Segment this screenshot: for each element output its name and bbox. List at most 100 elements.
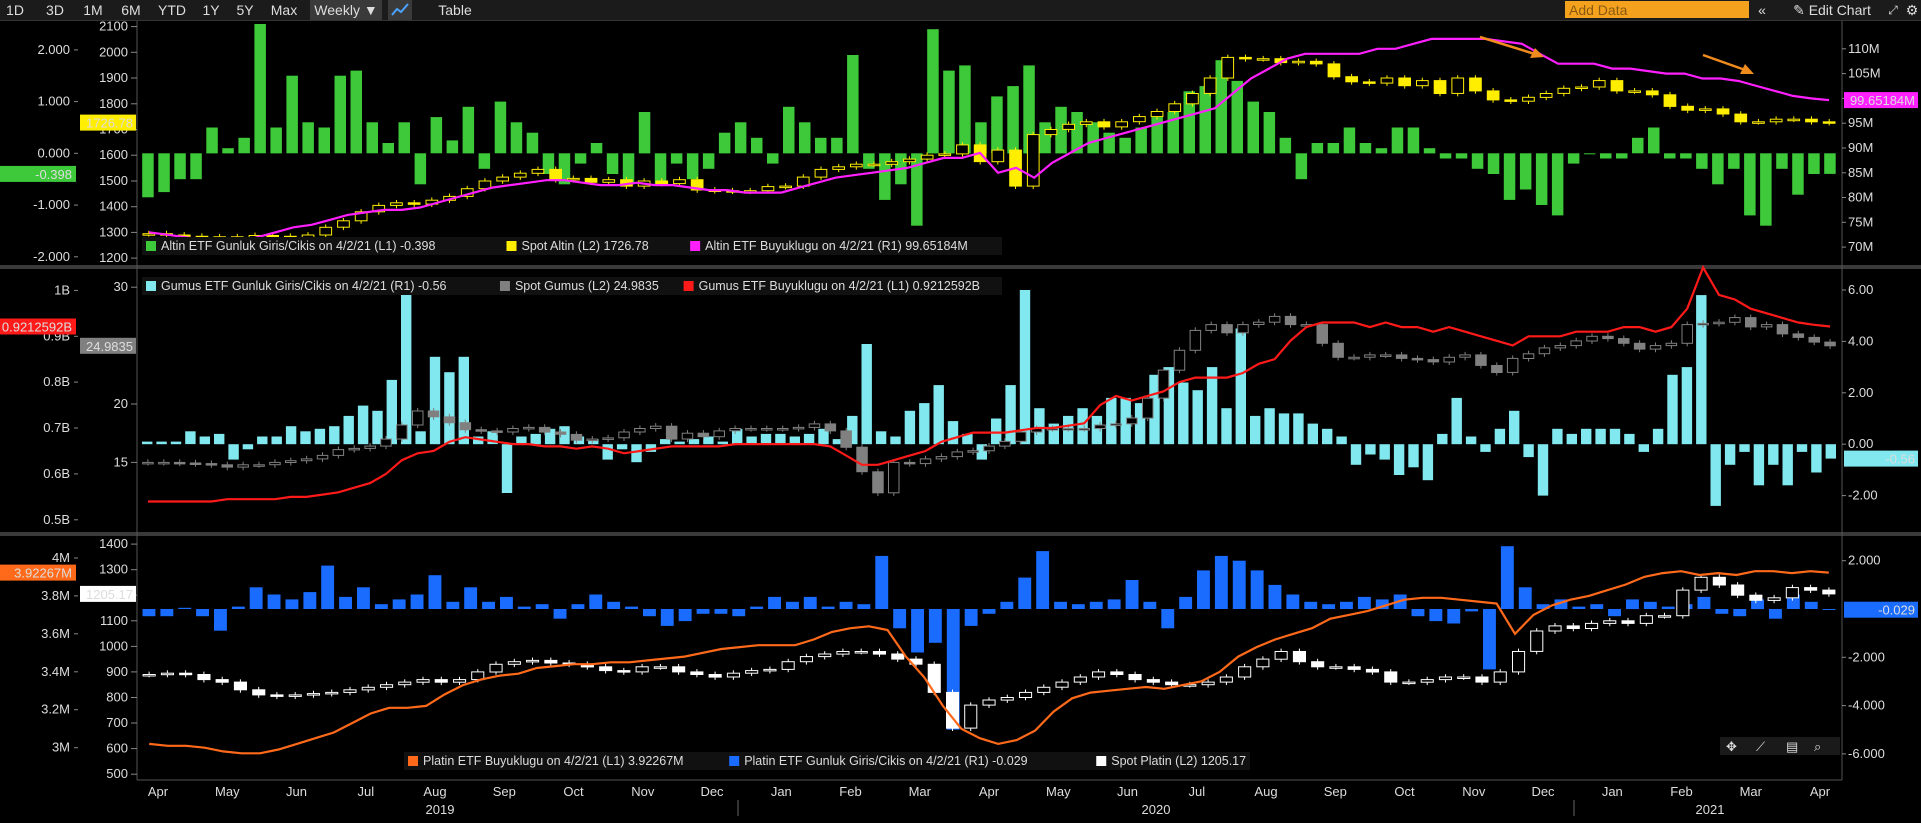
panel-divider-1[interactable] xyxy=(0,265,1921,269)
panel-divider-2[interactable] xyxy=(0,532,1921,536)
altin-flow-bar xyxy=(318,127,330,154)
gumus-r1-tick-label: -2.00 xyxy=(1848,488,1878,503)
platin-flow-bar xyxy=(1340,601,1353,609)
altin-spot-candle xyxy=(602,179,616,183)
range-1y-button[interactable]: 1Y xyxy=(202,2,220,18)
range-max-button[interactable]: Max xyxy=(270,2,298,18)
menu-icon[interactable]: ▤ xyxy=(1786,739,1798,754)
gumus-flow-bar xyxy=(1048,423,1059,445)
gumus-spot-candle xyxy=(1586,335,1598,342)
altin-flow-bar xyxy=(1728,153,1740,169)
gumus-spot-candle xyxy=(856,446,868,473)
gumus-spot-candle xyxy=(1316,324,1328,344)
gumus-flow-bar xyxy=(300,431,311,445)
x-axis-year-label: 2021 xyxy=(1696,802,1725,817)
resize-icon[interactable]: ⤢ xyxy=(1888,3,1898,17)
x-axis-month-label: Dec xyxy=(700,784,724,799)
range-ytd-button[interactable]: YTD xyxy=(158,2,186,18)
platin-flow-bar xyxy=(1751,599,1764,610)
gumus-flow-bar xyxy=(847,415,858,445)
platin-last-value-label: 3.92267M xyxy=(14,566,72,581)
platin-flow-bar xyxy=(803,596,817,609)
gumus-flow-bar xyxy=(732,428,743,445)
altin-spot-candle xyxy=(1486,90,1500,101)
platin-l2-tick-label: 700 xyxy=(106,715,128,730)
edit-chart-button[interactable]: ✎ Edit Chart xyxy=(1776,0,1888,20)
gumus-flow-bar xyxy=(1581,428,1592,445)
altin-spot-candle xyxy=(1699,108,1712,111)
platin-l1-tick-label: 3M xyxy=(52,740,70,755)
altin-spot-candle xyxy=(1433,80,1447,94)
gumus-spot-candle xyxy=(1713,321,1725,325)
gumus-flow-bar xyxy=(1163,367,1175,445)
platin-spot-candle xyxy=(507,661,521,665)
platin-spot-candle xyxy=(343,689,357,693)
gumus-flow-bar xyxy=(861,344,872,445)
gumus-spot-candle xyxy=(967,450,979,453)
altin-l2-tick-label: 1500 xyxy=(99,173,128,188)
platin-flow-bar xyxy=(1125,580,1139,609)
gumus-spot-candle xyxy=(650,425,662,430)
period-dropdown[interactable]: Weekly ▼ xyxy=(310,0,382,20)
platin-flow-bar xyxy=(1357,596,1371,609)
platin-spot-candle xyxy=(872,651,887,655)
altin-flow-bar xyxy=(1295,153,1308,180)
platin-flow-bar xyxy=(267,594,281,609)
altin-r1-tick-label: 70M xyxy=(1848,239,1873,254)
range-1d-button[interactable]: 1D xyxy=(6,2,24,18)
platin-flow-bar xyxy=(1518,587,1532,609)
altin-flow-bar xyxy=(1519,153,1532,190)
zoom-icon[interactable]: ⌕ xyxy=(1814,739,1821,754)
platin-spot-candle xyxy=(1639,615,1653,624)
gumus-spot-candle xyxy=(396,424,408,440)
platin-legend-label: Platin ETF Buyuklugu on 4/2/21 (L1) 3.92… xyxy=(423,754,684,768)
platin-flow-bar xyxy=(1411,609,1425,617)
altin-spot-candle xyxy=(956,144,969,155)
altin-r1-tick-label: 110M xyxy=(1848,41,1880,56)
platin-spot-candle xyxy=(1493,671,1507,683)
range-5y-button[interactable]: 5Y xyxy=(236,2,254,18)
gumus-flow-bar xyxy=(1552,428,1563,445)
collapse-icon[interactable]: « xyxy=(1758,2,1766,18)
line-chart-toggle[interactable] xyxy=(388,0,412,20)
platin-flow-bar xyxy=(1697,596,1711,609)
altin-spot-candle xyxy=(1256,58,1270,61)
gumus-spot-candle xyxy=(1015,431,1027,442)
gumus-spot-candle xyxy=(1380,354,1392,357)
gumus-last-value-label: -0.56 xyxy=(1885,452,1915,467)
gumus-flow-bar xyxy=(1350,444,1362,465)
platin-spot-candle xyxy=(1785,587,1799,599)
platin-flow-bar xyxy=(1143,601,1157,609)
gumus-flow-bar xyxy=(1638,444,1649,452)
altin-flow-bar xyxy=(767,153,779,164)
gumus-spot-candle xyxy=(1506,357,1519,373)
x-axis-month-label: Feb xyxy=(1670,784,1692,799)
altin-spot-candle xyxy=(1752,121,1765,124)
altin-flow-bar xyxy=(478,153,491,169)
draw-icon[interactable]: ⟋ xyxy=(1756,739,1766,754)
platin-spot-candle xyxy=(1201,681,1215,686)
platin-r1-tick-label: 2.000 xyxy=(1848,553,1881,568)
platin-spot-candle xyxy=(1712,576,1726,586)
platin-l1-tick-label: 3.6M xyxy=(41,626,70,641)
x-axis-month-label: May xyxy=(215,784,240,799)
range-6m-button[interactable]: 6M xyxy=(121,2,141,18)
platin-flow-bar xyxy=(1304,601,1318,609)
crosshair-icon[interactable]: ✥ xyxy=(1726,739,1737,754)
settings-gear-icon[interactable]: ⚙ xyxy=(1905,2,1919,18)
range-3d-button[interactable]: 3D xyxy=(46,2,64,18)
platin-flow-bar xyxy=(553,609,567,619)
platin-flow-bar xyxy=(1268,584,1282,609)
platin-l2-tick-label: 1000 xyxy=(99,638,128,653)
add-data-input[interactable] xyxy=(1565,1,1749,18)
altin-flow-bar xyxy=(1776,153,1788,169)
altin-r1-tick-label: 85M xyxy=(1848,165,1873,180)
platin-l1-tick-label: 3.8M xyxy=(41,588,70,603)
table-button[interactable]: Table xyxy=(438,2,472,18)
range-1m-button[interactable]: 1M xyxy=(83,2,103,18)
platin-spot-candle xyxy=(1055,681,1069,688)
altin-flow-bar xyxy=(975,122,987,154)
x-axis-month-label: Feb xyxy=(839,784,861,799)
altin-flow-bar xyxy=(863,153,875,169)
gumus-flow-bar xyxy=(803,433,815,445)
